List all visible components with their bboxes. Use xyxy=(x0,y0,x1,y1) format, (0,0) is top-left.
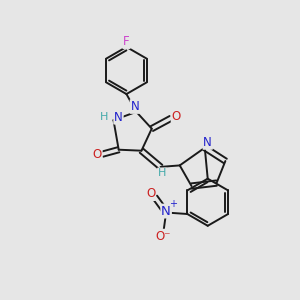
Text: N: N xyxy=(114,111,123,124)
Text: O⁻: O⁻ xyxy=(155,230,171,243)
Text: F: F xyxy=(123,35,130,48)
Text: N: N xyxy=(130,100,139,113)
Text: H: H xyxy=(100,112,108,122)
Text: N: N xyxy=(203,136,212,149)
Text: H: H xyxy=(158,168,166,178)
Text: O: O xyxy=(93,148,102,160)
Text: +: + xyxy=(169,199,177,209)
Text: N: N xyxy=(161,205,171,218)
Text: O: O xyxy=(172,110,181,123)
Text: O: O xyxy=(146,187,155,200)
